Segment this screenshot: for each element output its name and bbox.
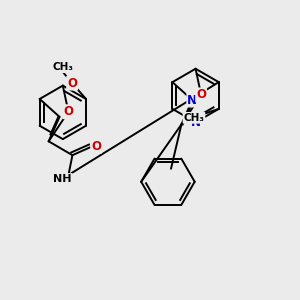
Text: O: O <box>196 88 206 101</box>
Text: NH: NH <box>53 174 72 184</box>
Text: CH₃: CH₃ <box>53 62 74 72</box>
Text: CH₃: CH₃ <box>184 113 205 123</box>
Text: O: O <box>67 76 77 90</box>
Text: O: O <box>91 140 101 153</box>
Text: O: O <box>63 105 74 118</box>
Text: N: N <box>187 94 197 106</box>
Text: N: N <box>190 116 201 129</box>
